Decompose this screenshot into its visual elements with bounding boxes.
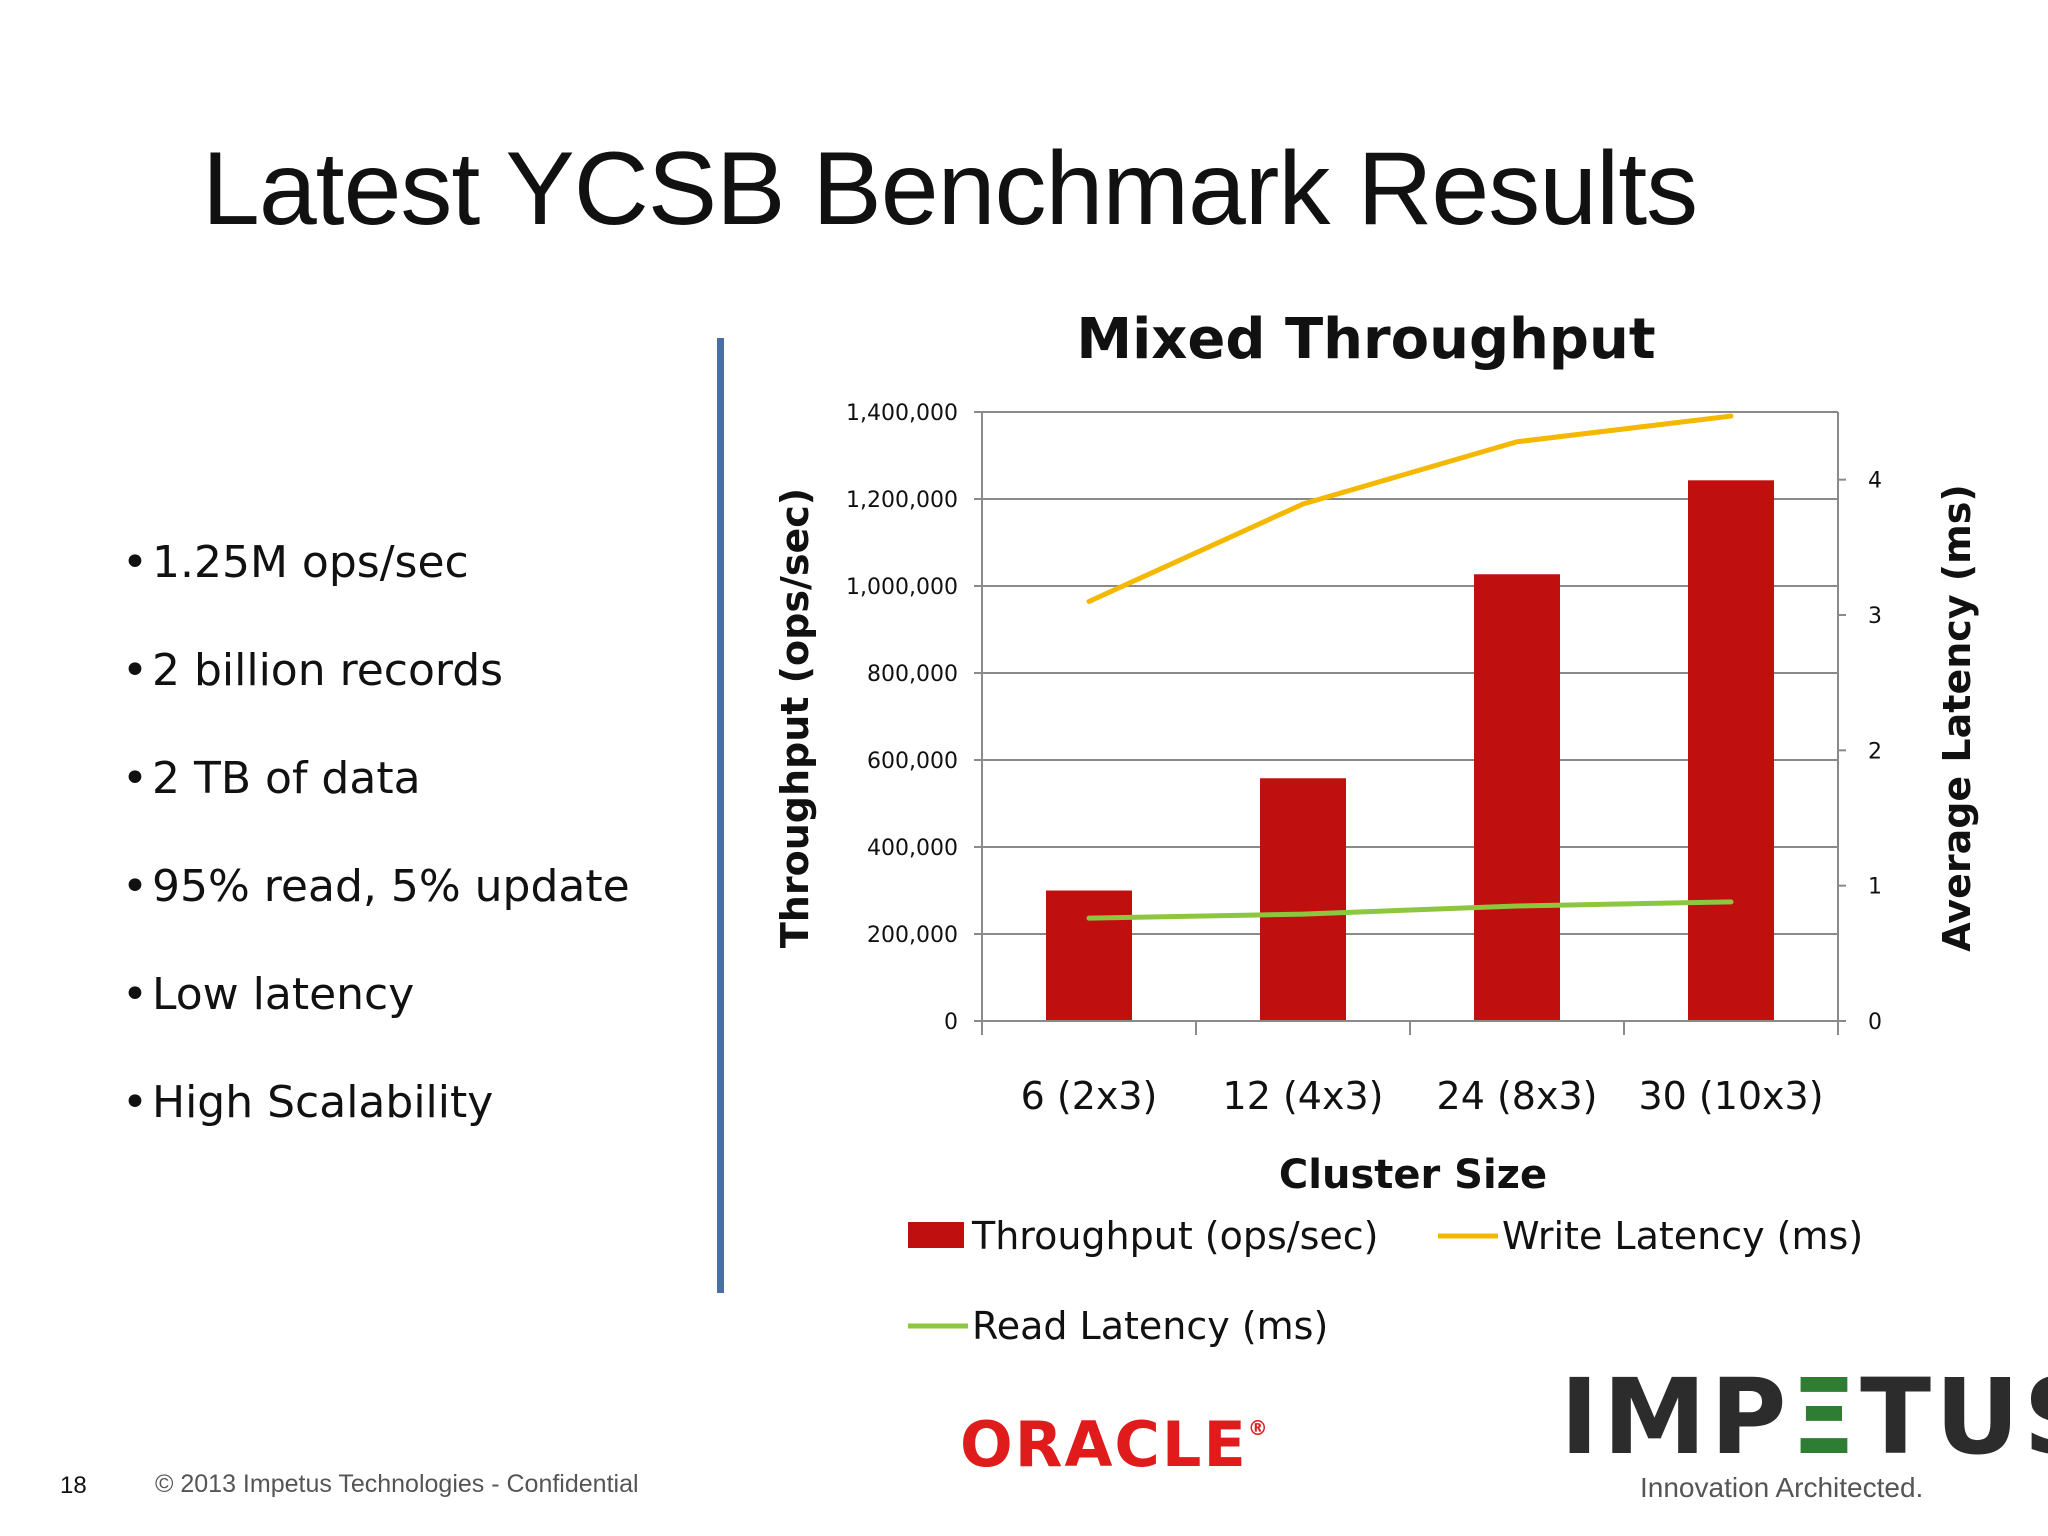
bullet-dot: •	[122, 645, 148, 696]
bullet-dot: •	[122, 753, 148, 804]
y-tick-label: 0	[944, 1010, 958, 1035]
throughput-bar	[1474, 574, 1560, 1021]
category-labels: 6 (2x3) 12 (4x3) 24 (8x3) 30 (10x3)	[1021, 1074, 1824, 1118]
bullet-item: •95% read, 5% update	[122, 852, 630, 960]
legend-label: Throughput (ops/sec)	[971, 1214, 1379, 1258]
bullet-dot: •	[122, 969, 148, 1020]
bullet-item: •2 billion records	[122, 636, 630, 744]
read-latency-line	[1086, 899, 1734, 921]
bullet-text: 95% read, 5% update	[152, 861, 630, 912]
impetus-logo: IMPΞTUS	[1560, 1365, 2048, 1469]
y2-tick-label: 0	[1868, 1010, 1882, 1035]
impetus-logo-suffix: TUS	[1860, 1356, 2048, 1478]
legend-swatch-throughput	[908, 1222, 964, 1248]
y-tick-label: 200,000	[867, 923, 958, 948]
bullet-dot: •	[122, 537, 148, 588]
category-label: 12 (4x3)	[1223, 1074, 1384, 1118]
legend-label: Read Latency (ms)	[972, 1304, 1328, 1348]
y-tick-label: 800,000	[867, 662, 958, 687]
bullet-dot: •	[122, 1077, 148, 1128]
y-tick-label: 1,000,000	[846, 575, 958, 600]
y2-tick-label: 3	[1868, 604, 1882, 629]
bullet-item: •1.25M ops/sec	[122, 528, 630, 636]
throughput-bars	[1046, 480, 1774, 1021]
y2-tick-label: 2	[1868, 739, 1882, 764]
bullet-text: High Scalability	[152, 1077, 494, 1128]
bullet-text: Low latency	[152, 969, 415, 1020]
mixed-throughput-chart: Mixed Throughput 0 200,000 400,000 600,000 8…	[773, 307, 1979, 1348]
bullet-item: •High Scalability	[122, 1068, 630, 1176]
chart-axes	[974, 411, 1846, 1035]
y-tick-label: 600,000	[867, 749, 958, 774]
write-latency-line	[1086, 413, 1734, 604]
right-axis-tick-labels: 0 1 2 3 4	[1868, 469, 1882, 1035]
y-tick-label: 1,400,000	[846, 401, 958, 426]
category-label: 30 (10x3)	[1638, 1074, 1823, 1118]
category-label: 6 (2x3)	[1021, 1074, 1158, 1118]
bullet-dot: •	[122, 861, 148, 912]
latency-lines	[1086, 413, 1734, 921]
page-number: 18	[60, 1472, 87, 1499]
y-tick-label: 1,200,000	[846, 488, 958, 513]
y2-tick-label: 1	[1868, 875, 1882, 900]
throughput-bar	[1260, 778, 1346, 1021]
category-label: 24 (8x3)	[1437, 1074, 1598, 1118]
throughput-bar	[1046, 890, 1132, 1021]
oracle-registered-mark: ®	[1247, 1416, 1270, 1440]
y2-axis-label: Average Latency (ms)	[1935, 484, 1979, 952]
oracle-logo: ORACLE®	[960, 1408, 1270, 1481]
y-axis-label: Throughput (ops/sec)	[773, 488, 817, 948]
impetus-logo-prefix: IMP	[1560, 1356, 1791, 1478]
slide-title: Latest YCSB Benchmark Results	[202, 131, 1698, 247]
x-axis-label: Cluster Size	[1279, 1152, 1547, 1198]
y-tick-label: 400,000	[867, 836, 958, 861]
left-axis-tick-labels: 0 200,000 400,000 600,000 800,000 1,000,000 1,…	[846, 401, 958, 1035]
y2-tick-label: 4	[1868, 469, 1882, 494]
impetus-logo-e: Ξ	[1790, 1356, 1861, 1478]
vertical-divider	[717, 338, 724, 1293]
chart-legend: Throughput (ops/sec) Write Latency (ms) Re…	[908, 1214, 1863, 1348]
copyright-text: © 2013 Impetus Technologies - Confidenti…	[155, 1470, 639, 1498]
bullet-text: 2 billion records	[152, 645, 504, 696]
bullet-text: 1.25M ops/sec	[152, 537, 469, 588]
oracle-logo-text: ORACLE	[960, 1408, 1248, 1481]
impetus-tagline: Innovation Architected.	[1640, 1472, 1924, 1503]
throughput-bar	[1688, 480, 1774, 1021]
chart-title: Mixed Throughput	[1076, 307, 1655, 372]
bullet-list: •1.25M ops/sec •2 billion records •2 TB …	[122, 528, 630, 1176]
bullet-item: •2 TB of data	[122, 744, 630, 852]
bullet-text: 2 TB of data	[152, 753, 421, 804]
legend-label: Write Latency (ms)	[1502, 1214, 1863, 1258]
bullet-item: •Low latency	[122, 960, 630, 1068]
